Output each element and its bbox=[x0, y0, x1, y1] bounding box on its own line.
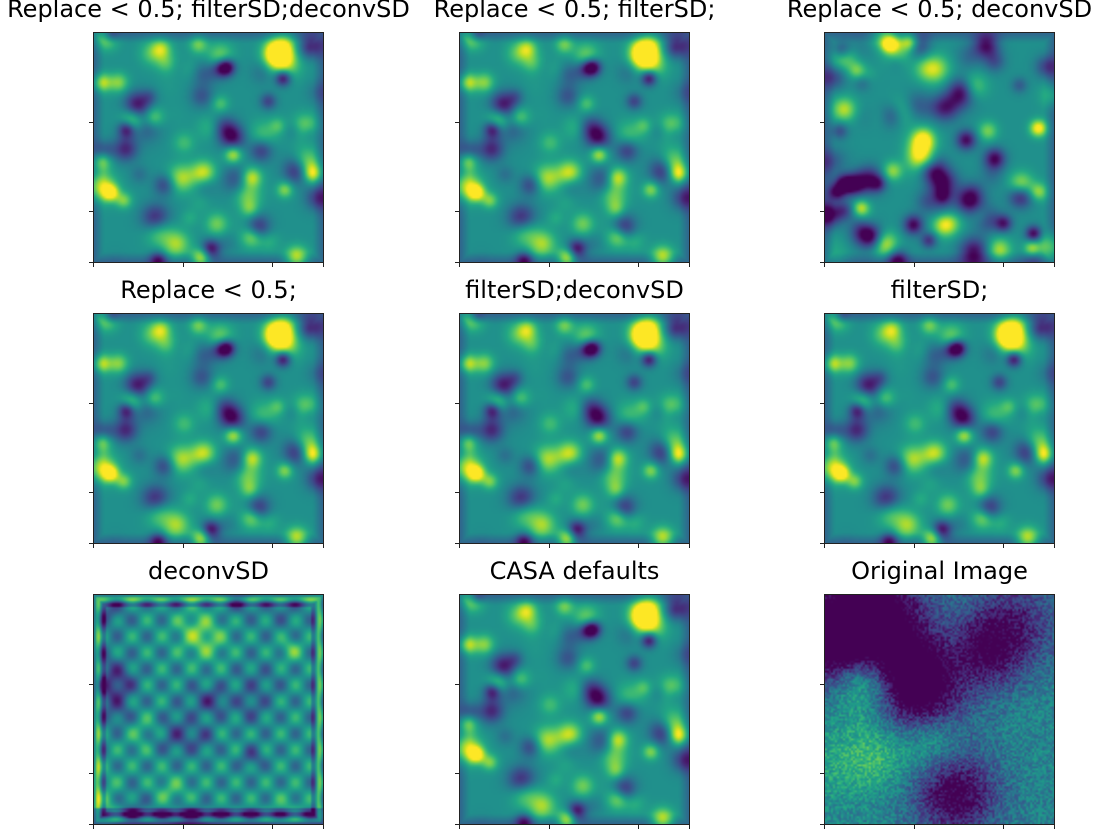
y-tick bbox=[820, 262, 824, 263]
y-tick bbox=[89, 773, 93, 774]
heatmap-raster bbox=[94, 33, 323, 262]
heatmap-image bbox=[93, 313, 324, 544]
y-tick bbox=[89, 824, 93, 825]
subplot-9: Original Image bbox=[820, 557, 1055, 829]
subplot-title: Replace < 0.5; bbox=[120, 276, 297, 304]
y-tick bbox=[455, 122, 459, 123]
y-tick bbox=[820, 492, 824, 493]
x-tick bbox=[1003, 263, 1004, 267]
y-tick bbox=[455, 543, 459, 544]
heatmap-raster bbox=[460, 595, 689, 824]
heatmap-raster bbox=[460, 33, 689, 262]
x-tick bbox=[93, 263, 94, 267]
y-tick bbox=[820, 122, 824, 123]
subplot-title: Replace < 0.5; filterSD; bbox=[433, 0, 716, 23]
x-tick bbox=[272, 825, 273, 829]
x-tick bbox=[638, 544, 639, 548]
heatmap-raster bbox=[825, 314, 1054, 543]
subplot-3: Replace < 0.5; deconvSD bbox=[787, 0, 1092, 267]
y-tick bbox=[455, 211, 459, 212]
subplot-7: deconvSD bbox=[89, 557, 324, 829]
heatmap-raster bbox=[94, 314, 323, 543]
heatmap-image bbox=[459, 594, 690, 825]
x-tick bbox=[272, 544, 273, 548]
y-tick bbox=[820, 403, 824, 404]
x-tick bbox=[1054, 263, 1055, 267]
subplot-2: Replace < 0.5; filterSD; bbox=[434, 0, 715, 267]
x-tick bbox=[183, 825, 184, 829]
x-tick bbox=[459, 263, 460, 267]
x-tick bbox=[459, 544, 460, 548]
heatmap-raster bbox=[825, 33, 1054, 262]
x-tick bbox=[1054, 825, 1055, 829]
x-tick bbox=[323, 263, 324, 267]
subplot-title: filterSD;deconvSD bbox=[465, 276, 684, 304]
x-tick bbox=[1054, 544, 1055, 548]
x-tick bbox=[689, 544, 690, 548]
x-tick bbox=[183, 263, 184, 267]
x-tick bbox=[549, 544, 550, 548]
y-tick bbox=[820, 824, 824, 825]
subplot-title: deconvSD bbox=[147, 557, 269, 585]
x-tick bbox=[549, 263, 550, 267]
x-tick bbox=[459, 825, 460, 829]
heatmap-raster bbox=[460, 314, 689, 543]
subplot-5: filterSD;deconvSD bbox=[455, 276, 690, 548]
x-tick bbox=[1003, 544, 1004, 548]
heatmap-image bbox=[824, 32, 1055, 263]
y-tick bbox=[89, 122, 93, 123]
x-tick bbox=[689, 263, 690, 267]
x-tick bbox=[689, 825, 690, 829]
x-tick bbox=[914, 544, 915, 548]
y-tick bbox=[455, 824, 459, 825]
y-tick bbox=[455, 262, 459, 263]
subplot-4: Replace < 0.5; bbox=[89, 276, 324, 548]
heatmap-raster bbox=[94, 595, 323, 824]
subplot-title: CASA defaults bbox=[489, 557, 660, 585]
x-tick bbox=[824, 263, 825, 267]
subplot-1: Replace < 0.5; filterSD;deconvSD bbox=[7, 0, 410, 267]
heatmap-image bbox=[93, 32, 324, 263]
subplot-8: CASA defaults bbox=[455, 557, 690, 829]
y-tick bbox=[89, 684, 93, 685]
y-tick bbox=[89, 211, 93, 212]
x-tick bbox=[272, 263, 273, 267]
y-tick bbox=[455, 492, 459, 493]
y-tick bbox=[455, 773, 459, 774]
y-tick bbox=[89, 403, 93, 404]
subplot-title: Replace < 0.5; filterSD;deconvSD bbox=[7, 0, 410, 23]
x-tick bbox=[93, 825, 94, 829]
y-tick bbox=[89, 492, 93, 493]
y-tick bbox=[455, 684, 459, 685]
x-tick bbox=[549, 825, 550, 829]
subplot-title: Replace < 0.5; deconvSD bbox=[786, 0, 1093, 23]
heatmap-image bbox=[93, 594, 324, 825]
y-tick bbox=[820, 773, 824, 774]
x-tick bbox=[323, 825, 324, 829]
x-tick bbox=[914, 263, 915, 267]
y-tick bbox=[89, 543, 93, 544]
x-tick bbox=[1003, 825, 1004, 829]
heatmap-image bbox=[824, 313, 1055, 544]
heatmap-image bbox=[459, 313, 690, 544]
x-tick bbox=[824, 825, 825, 829]
x-tick bbox=[824, 544, 825, 548]
x-tick bbox=[183, 544, 184, 548]
y-tick bbox=[89, 262, 93, 263]
subplot-title: Original Image bbox=[851, 557, 1028, 585]
y-tick bbox=[820, 543, 824, 544]
x-tick bbox=[323, 544, 324, 548]
subplot-6: filterSD; bbox=[820, 276, 1055, 548]
x-tick bbox=[914, 825, 915, 829]
x-tick bbox=[638, 263, 639, 267]
x-tick bbox=[93, 544, 94, 548]
subplot-title: filterSD; bbox=[890, 276, 989, 304]
heatmap-image bbox=[459, 32, 690, 263]
y-tick bbox=[820, 684, 824, 685]
heatmap-raster bbox=[825, 595, 1054, 824]
heatmap-image bbox=[824, 594, 1055, 825]
y-tick bbox=[455, 403, 459, 404]
x-tick bbox=[638, 825, 639, 829]
y-tick bbox=[820, 211, 824, 212]
